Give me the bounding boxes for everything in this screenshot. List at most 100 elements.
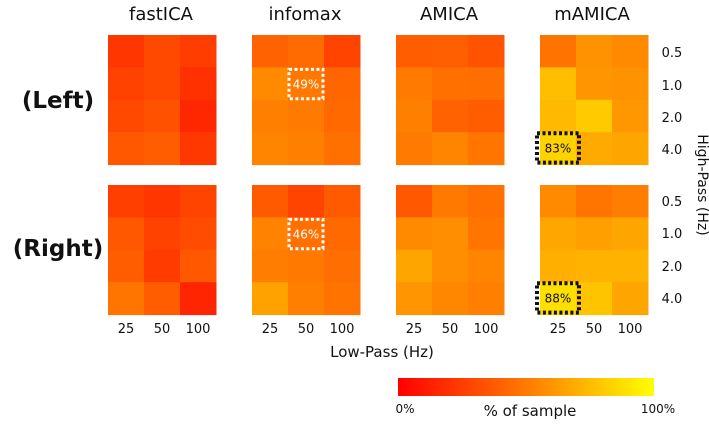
heatmap-cell — [540, 67, 577, 101]
highlight-box — [535, 131, 581, 165]
heatmap-cell — [396, 217, 433, 251]
heatmap-cell — [288, 217, 325, 251]
heatmap-cell — [252, 185, 289, 218]
heatmap-cell — [324, 132, 361, 166]
heatmap-cell — [432, 282, 469, 316]
heatmap-cell — [576, 67, 613, 101]
heatmap-cell — [108, 35, 145, 68]
x-ticks-fastica: 25 50 100 — [118, 322, 211, 337]
heatmap-cell — [612, 35, 649, 68]
y-tick: 2.0 — [662, 111, 683, 126]
heatmap-cell — [612, 99, 649, 133]
x-tick: 25 — [550, 322, 567, 337]
heatmap-cell — [324, 282, 361, 316]
heatmap-cell — [108, 99, 145, 133]
heatmap-cell — [252, 35, 289, 68]
heatmap-cell — [576, 217, 613, 251]
x-tick: 50 — [298, 322, 315, 337]
y-tick: 0.5 — [662, 46, 683, 61]
heatmap-cell — [252, 67, 289, 101]
heatmap-cell — [324, 217, 361, 251]
y-ticks-right: 0.5 1.0 2.0 4.0 — [662, 195, 683, 307]
heatmap-cell — [540, 282, 577, 316]
heatmap-cell — [252, 132, 289, 166]
panel-title-fastica: fastICA — [129, 4, 194, 25]
heatmap-cell — [180, 282, 217, 316]
row-label-right: (Right) — [13, 236, 103, 262]
y-axis-label: High-Pass (Hz) — [694, 134, 709, 235]
highlight-box — [535, 281, 581, 315]
colorbar-min-label: 0% — [395, 402, 414, 416]
x-axis-label: Low-Pass (Hz) — [330, 343, 434, 361]
heatmap-cell — [468, 249, 505, 283]
x-tick: 25 — [118, 322, 135, 337]
heatmap-cell — [180, 185, 217, 218]
heatmap-cell — [396, 35, 433, 68]
heatmap-cell — [468, 217, 505, 251]
heatmap-cell — [180, 249, 217, 283]
heatmap-cell — [288, 185, 325, 218]
x-ticks-amica: 25 50 100 — [406, 322, 499, 337]
row-label-left: (Left) — [22, 88, 94, 114]
highlight-label: 83% — [545, 141, 572, 155]
y-tick: 0.5 — [662, 195, 683, 210]
heatmap-cell — [324, 185, 361, 218]
heatmap-cell — [396, 132, 433, 166]
heatmap-cell — [576, 282, 613, 316]
heatmap-cell — [468, 35, 505, 68]
heatmap-cell — [144, 185, 181, 218]
heatmap-cell — [612, 282, 649, 316]
heatmap-cell — [180, 99, 217, 133]
heatmap-cell — [432, 67, 469, 101]
x-tick: 50 — [586, 322, 603, 337]
highlight-label: 88% — [545, 291, 572, 305]
heatmap-cell — [288, 249, 325, 283]
highlight-box — [287, 67, 325, 101]
y-tick: 1.0 — [662, 227, 683, 242]
y-tick: 4.0 — [662, 143, 683, 158]
heatmap-cells — [108, 35, 649, 316]
heatmap-cell — [108, 67, 145, 101]
highlight-label: 49% — [293, 78, 320, 92]
heatmap-cell — [432, 35, 469, 68]
heatmap-cell — [252, 99, 289, 133]
panel-title-amica: AMICA — [420, 4, 479, 25]
heatmap-cell — [108, 217, 145, 251]
heatmap-cell — [144, 217, 181, 251]
heatmap-cell — [540, 99, 577, 133]
heatmap-cell — [396, 185, 433, 218]
heatmap-cell — [468, 99, 505, 133]
x-ticks-mamica: 25 50 100 — [550, 322, 643, 337]
panel-title-mamica: mAMICA — [554, 4, 630, 25]
y-tick: 4.0 — [662, 292, 683, 307]
heatmap-cell — [540, 249, 577, 283]
heatmap-cell — [576, 132, 613, 166]
colorbar — [398, 378, 654, 396]
heatmap-cell — [108, 282, 145, 316]
heatmap-cell — [108, 185, 145, 218]
heatmap-cell — [396, 249, 433, 283]
heatmap-cell — [540, 35, 577, 68]
heatmap-cell — [288, 132, 325, 166]
heatmap-cell — [612, 67, 649, 101]
heatmap-cell — [180, 217, 217, 251]
heatmap-cell — [540, 217, 577, 251]
highlight-box — [287, 217, 325, 251]
heatmap-cell — [432, 132, 469, 166]
x-tick: 25 — [406, 322, 423, 337]
heatmap-cell — [108, 132, 145, 166]
heatmap-cell — [144, 67, 181, 101]
heatmap-cell — [324, 249, 361, 283]
x-tick: 100 — [330, 322, 355, 337]
heatmap-cell — [468, 132, 505, 166]
heatmap-cell — [576, 99, 613, 133]
heatmap-cell — [396, 67, 433, 101]
heatmap-cell — [612, 185, 649, 218]
heatmap-cell — [432, 249, 469, 283]
heatmap-cell — [144, 99, 181, 133]
heatmap-cell — [108, 249, 145, 283]
heatmap-cell — [468, 282, 505, 316]
heatmap-cell — [432, 99, 469, 133]
panel-title-infomax: infomax — [269, 4, 342, 25]
